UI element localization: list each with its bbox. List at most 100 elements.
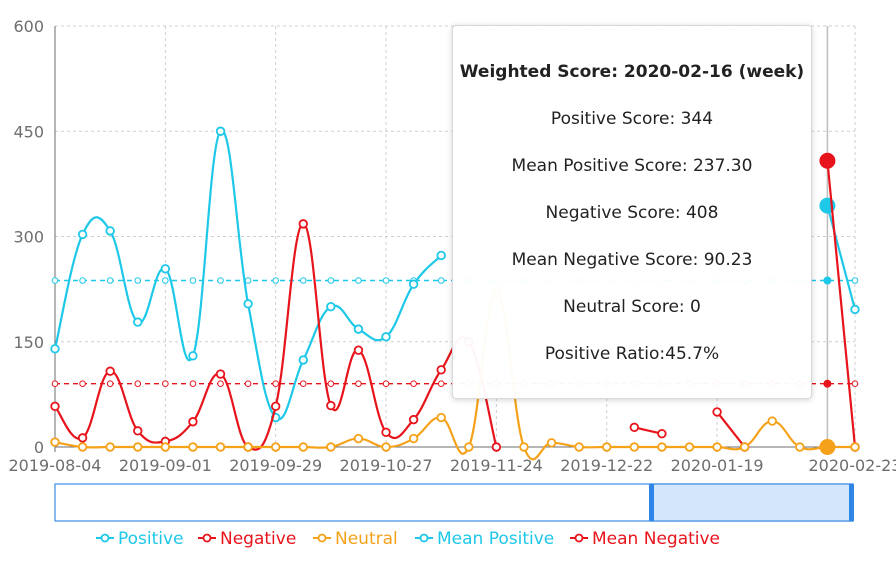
neutral-point[interactable] [353,433,364,444]
neutral-point[interactable] [436,412,446,423]
legend-label: Negative [220,529,296,549]
x-tick-label: 2019-09-01 [119,456,212,475]
neutral-point[interactable] [188,442,198,452]
neutral-point[interactable] [767,416,777,426]
mean-marker [272,277,279,284]
positive-point[interactable] [133,317,143,327]
negative-point[interactable] [712,407,722,417]
negative-point[interactable] [298,219,308,229]
legend-marker-icon [317,533,327,543]
legend-label: Mean Negative [592,529,720,549]
positive-point[interactable] [298,355,308,365]
neutral-point[interactable] [105,442,115,452]
neutral-point[interactable] [381,442,391,452]
positive-point[interactable] [160,264,171,274]
neutral-point[interactable] [408,433,419,444]
neutral-point[interactable] [795,442,805,452]
legend-item-positive[interactable]: Positive [96,529,184,549]
positive-point[interactable] [215,126,226,136]
neutral-point[interactable] [298,442,308,452]
neutral-point[interactable] [519,442,529,452]
neutral-point[interactable] [243,442,253,452]
negative-point[interactable] [819,152,836,169]
slider-window[interactable] [650,483,854,522]
tooltip-line-mean-negative: Mean Negative Score: 90.23 [511,250,753,270]
mean-marker [355,380,362,387]
neutral-point[interactable] [160,442,171,452]
positive-point[interactable] [381,332,391,342]
positive-point[interactable] [105,226,115,236]
negative-point[interactable] [326,400,336,411]
mean-marker [299,380,307,387]
negative-point[interactable] [381,427,391,437]
neutral-point[interactable] [464,442,474,452]
legend-item-neutral[interactable]: Neutral [313,529,398,549]
positive-point[interactable] [436,250,446,261]
negative-point[interactable] [353,345,364,355]
neutral-point[interactable] [712,442,722,452]
positive-point[interactable] [188,351,198,361]
positive-point[interactable] [243,299,253,309]
mean-marker [823,379,832,388]
neutral-point[interactable] [326,442,336,452]
mean-marker [851,380,859,387]
legend-item-mean-negative[interactable]: Mean Negative [570,529,720,549]
tooltip-title: Weighted Score: 2020-02-16 (week) [459,62,805,82]
neutral-point[interactable] [739,442,750,452]
y-tick-label: 300 [13,228,44,247]
zoom-slider[interactable] [54,483,854,522]
neutral-point[interactable] [629,442,640,452]
y-tick-label: 150 [13,333,44,352]
legend-item-mean-positive[interactable]: Mean Positive [415,529,554,549]
mean-marker [437,380,445,387]
legend-item-negative[interactable]: Negative [198,529,296,549]
mean-marker [217,380,224,387]
negative-point[interactable] [188,417,198,427]
mean-marker [823,276,832,285]
neutral-point[interactable] [574,442,584,452]
negative-series-line [826,160,857,448]
tooltip-line-mean-positive: Mean Positive Score: 237.30 [511,156,753,176]
slider-right-handle[interactable] [849,484,854,521]
positive-point[interactable] [850,304,860,315]
mean-marker [51,277,59,284]
neutral-point[interactable] [819,439,836,455]
neutral-point[interactable] [657,442,667,452]
negative-point[interactable] [657,428,667,439]
positive-point[interactable] [353,324,364,334]
neutral-point[interactable] [546,438,557,448]
negative-point[interactable] [133,426,143,436]
neutral-point[interactable] [850,442,860,452]
neutral-point[interactable] [133,442,143,452]
negative-point[interactable] [408,414,419,425]
neutral-point[interactable] [50,437,60,447]
negative-point[interactable] [270,401,281,412]
legend-marker-icon [202,533,212,543]
mean-marker [382,380,390,387]
neutral-point[interactable] [684,442,695,452]
neutral-point[interactable] [270,442,281,452]
negative-point[interactable] [77,433,88,443]
legend-marker-icon [100,533,110,543]
neutral-point[interactable] [77,442,88,452]
positive-point[interactable] [408,279,419,289]
negative-point[interactable] [436,365,446,375]
neutral-point[interactable] [602,442,612,452]
mean-marker [382,277,390,284]
slider-left-handle[interactable] [649,484,654,521]
legend-label: Neutral [335,529,398,549]
tooltip-line-ratio: Positive Ratio:45.7% [544,344,720,364]
negative-point[interactable] [629,422,640,433]
tooltip-line-neutral: Neutral Score: 0 [563,297,701,317]
positive-point[interactable] [77,229,88,240]
negative-point[interactable] [491,442,502,452]
negative-point[interactable] [105,366,115,376]
negative-point[interactable] [50,401,60,412]
positive-point[interactable] [326,301,336,312]
negative-point[interactable] [215,369,226,379]
positive-point[interactable] [50,344,60,354]
neutral-point[interactable] [215,442,226,452]
mean-marker [327,380,335,387]
legend: Positive Negative Neutral Mean Positive Mean… [96,529,720,549]
